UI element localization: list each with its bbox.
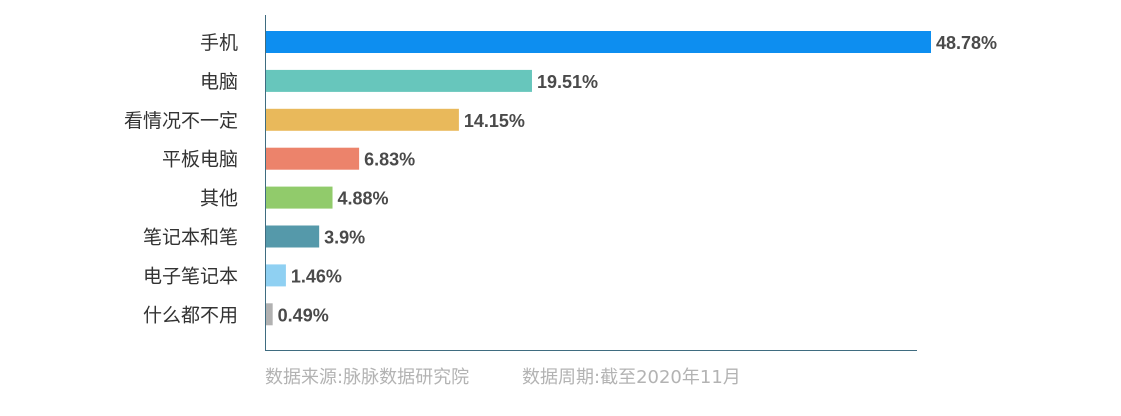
data-source-note: 数据来源:脉脉数据研究院 <box>265 367 469 388</box>
value-label: 14.15% <box>464 111 525 131</box>
value-label: 19.51% <box>537 72 598 92</box>
bar <box>266 303 273 326</box>
bar <box>266 69 532 92</box>
category-label: 其他 <box>200 188 238 210</box>
category-label: 电脑 <box>200 71 238 93</box>
value-label: 48.78% <box>936 33 997 53</box>
bar <box>266 225 320 248</box>
data-period-note: 数据周期:截至2020年11月 <box>522 367 741 388</box>
value-label: 3.9% <box>324 228 365 248</box>
category-label: 平板电脑 <box>162 149 238 171</box>
category-label: 什么都不用 <box>143 304 238 326</box>
value-label: 4.88% <box>338 189 389 209</box>
bar <box>266 264 286 287</box>
labels-layer: 手机 48.78% 电脑 19.51% 看情况不一定 14.15% 平板电脑 6.83% 其他 4… <box>124 32 997 326</box>
value-label: 6.83% <box>364 150 415 170</box>
category-label: 电子笔记本 <box>143 265 238 287</box>
value-label: 1.46% <box>291 266 342 286</box>
bar <box>266 147 360 170</box>
category-label: 看情况不一定 <box>124 110 238 132</box>
category-label: 手机 <box>200 32 238 54</box>
bar <box>266 31 931 53</box>
value-label: 0.49% <box>278 305 329 325</box>
category-label: 笔记本和笔 <box>143 227 238 249</box>
bars-layer <box>266 31 931 326</box>
bar <box>266 108 459 131</box>
bar <box>266 186 333 209</box>
